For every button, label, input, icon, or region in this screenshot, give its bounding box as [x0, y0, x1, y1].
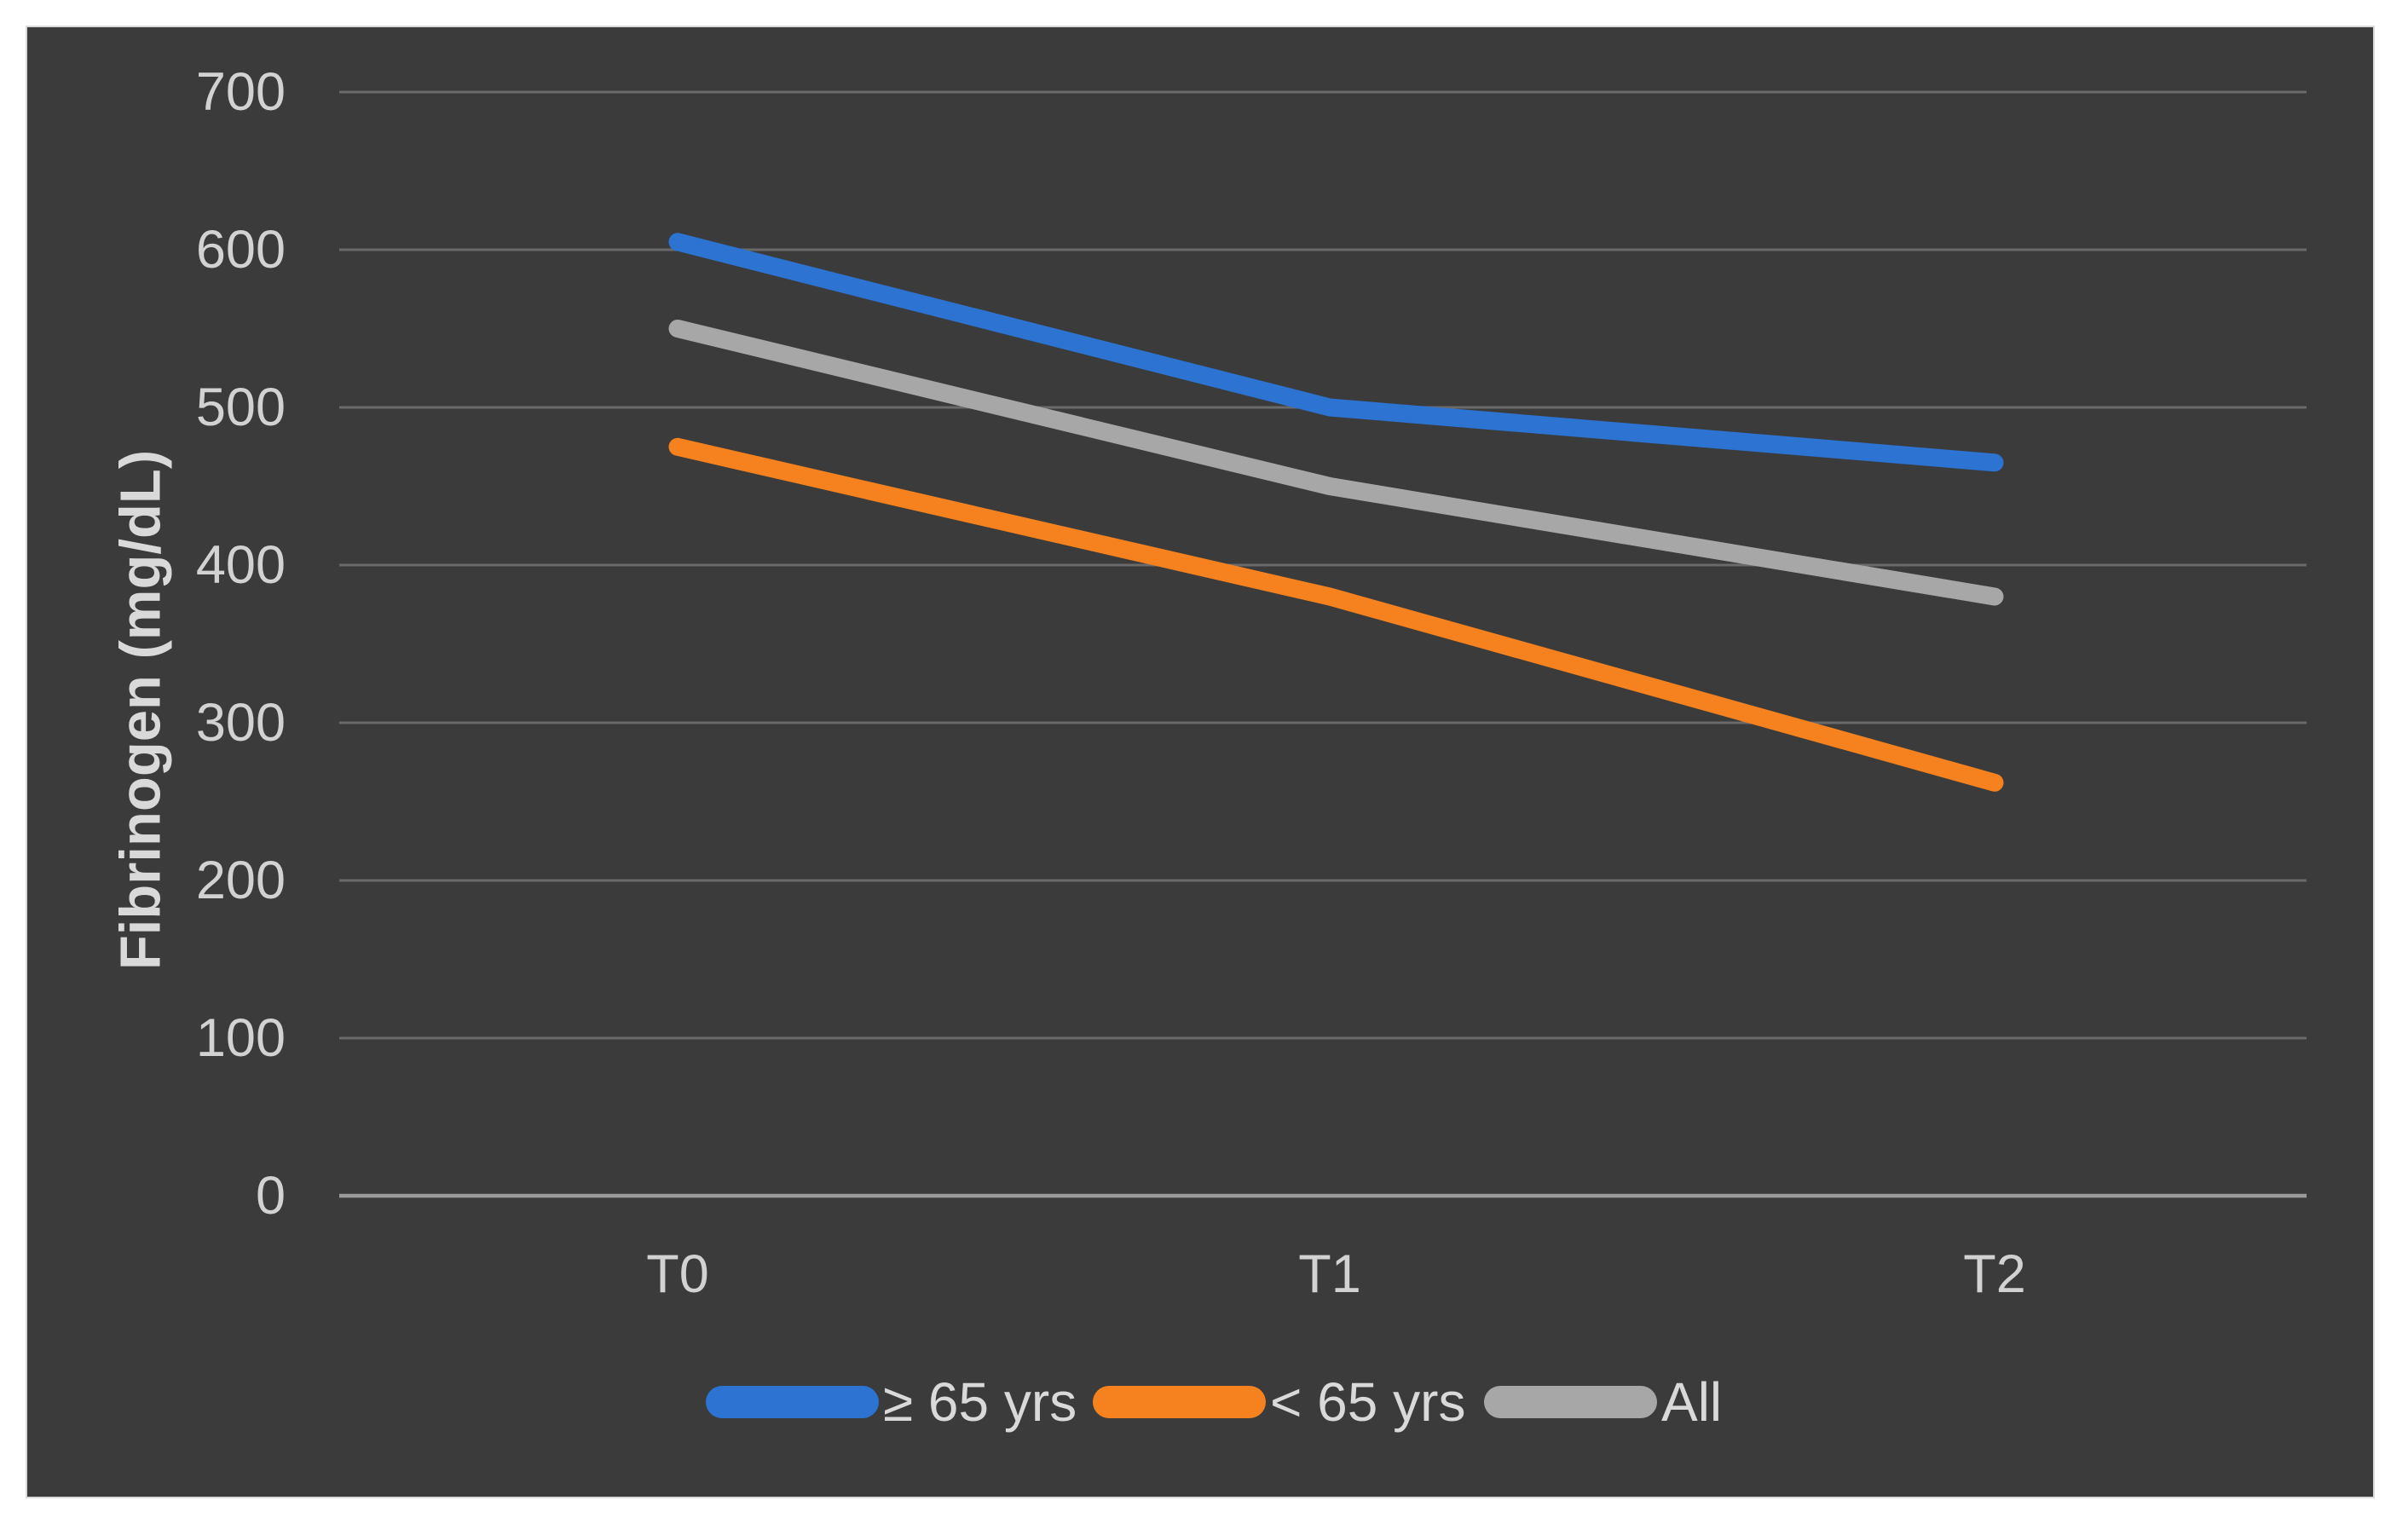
y-tick-label: 500: [196, 378, 286, 437]
series-lines-group: [668, 233, 2004, 792]
x-category-label: T1: [1298, 1244, 1361, 1304]
series-line-1: [668, 437, 2004, 792]
chart-panel: 700 600 500 400 300 200 100 0 T0 T1 T2 Fibrinogen…: [26, 26, 2375, 1498]
gridlines-group: [339, 90, 2307, 1198]
series-line-2: [668, 320, 2004, 606]
legend-item: ≥ 65 yrs: [706, 1371, 1077, 1433]
legend-item: < 65 yrs: [1093, 1371, 1465, 1433]
y-tick-label: 400: [196, 535, 286, 595]
y-tick-label: 600: [196, 220, 286, 280]
series-line-0: [668, 233, 2004, 472]
legend-label: All: [1661, 1371, 1722, 1433]
y-tick-label: 700: [196, 62, 286, 122]
legend: ≥ 65 yrs < 65 yrs All: [706, 1371, 1722, 1433]
y-tick-label: 100: [196, 1008, 286, 1068]
legend-item: All: [1484, 1371, 1722, 1433]
x-category-label: T2: [1963, 1244, 2026, 1304]
y-tick-label: 0: [256, 1166, 286, 1226]
legend-label: ≥ 65 yrs: [883, 1371, 1077, 1433]
x-category-label: T0: [646, 1244, 709, 1304]
y-tick-label: 300: [196, 693, 286, 753]
y-tick-label: 200: [196, 851, 286, 910]
legend-label: < 65 yrs: [1270, 1371, 1465, 1433]
y-tick-labels-group: 700 600 500 400 300 200 100 0: [196, 62, 286, 1226]
chart-svg: 700 600 500 400 300 200 100 0 T0 T1 T2 Fibrinogen…: [109, 62, 2307, 1433]
y-axis-title: Fibrinogen (mg/dL): [109, 450, 173, 970]
x-category-labels-group: T0 T1 T2: [646, 1244, 2026, 1304]
